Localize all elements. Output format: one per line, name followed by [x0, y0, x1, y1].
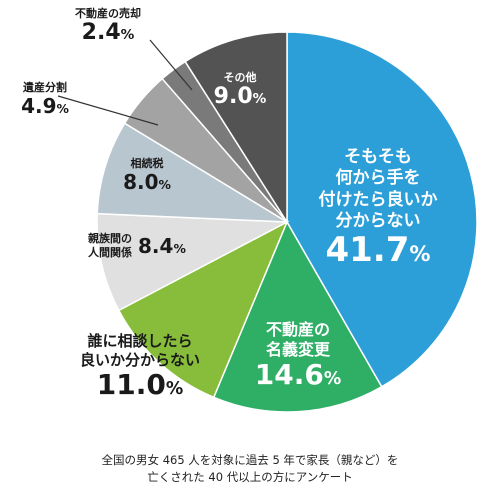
pie-slice-other [184, 31, 288, 225]
slice-name-unknown-where-to-start: そもそも 何から手を 付けたら良いか 分からない [303, 147, 453, 232]
slice-name-family-relations: 親族間の 人間関係 [88, 232, 132, 260]
slice-name-line: 不動産の [265, 319, 330, 339]
slice-name-line: そもそも [344, 147, 412, 167]
slice-value-unit: % [158, 176, 171, 192]
pie-slice-unknown-whom-to-consult [117, 220, 289, 399]
pie-slice-family-relations [96, 212, 290, 312]
slice-name-line: 名義変更 [265, 339, 330, 359]
slice-name-estate-division: 遺産分割 [5, 81, 85, 95]
slice-value-number: 4.9 [21, 93, 57, 118]
slice-name-line: 遺産分割 [23, 81, 67, 94]
slice-value-unknown-whom-to-consult: 11.0% [60, 367, 220, 401]
slice-value-number: 8.4 [138, 233, 174, 258]
slice-value-unit: % [409, 241, 431, 266]
slice-name-other: その他 [200, 71, 280, 85]
pie-slice-inheritance-tax [96, 122, 288, 223]
slice-value-real-estate-sale: 2.4% [48, 19, 168, 45]
slice-value-number: 11.0 [96, 367, 166, 401]
slice-label-estate-division: 遺産分割 4.9% [5, 81, 85, 117]
slice-value-unit: % [56, 100, 69, 116]
slice-name-line: 何から手を [335, 168, 421, 189]
slice-value-number: 2.4 [81, 19, 121, 45]
slice-name-line: 不動産の売却 [75, 7, 141, 20]
slice-value-unit: % [120, 26, 135, 43]
slice-name-line: 相続税 [130, 157, 164, 170]
slice-value-unit: % [252, 90, 267, 107]
slice-label-family-relations: 親族間の 人間関係 8.4% [88, 232, 238, 260]
slice-value-number: 9.0 [213, 83, 253, 109]
slice-value-unit: % [165, 378, 184, 399]
slice-value-unknown-where-to-start: 41.7% [303, 230, 453, 270]
slice-label-unknown-where-to-start: そもそも 何から手を 付けたら良いか 分からない 41.7% [303, 147, 453, 269]
footnote-line-2: 亡くされた 40 代以上の方にアンケート [147, 470, 353, 484]
slice-name-line: 良いか分からない [79, 350, 200, 369]
slice-value-number: 41.7 [325, 230, 410, 270]
slice-value-unit: % [173, 240, 186, 256]
slice-name-real-estate-sale: 不動産の売却 [48, 7, 168, 21]
pie-slice-real-estate-title-transfer [212, 220, 383, 413]
slice-value-other: 9.0% [200, 83, 280, 109]
slice-name-line: 誰に相談したら [87, 332, 193, 350]
footnote-line-1: 全国の男女 465 人を対象に過去 5 年で家長（親など）を [101, 453, 399, 467]
slice-name-line: 付けたら良いか [318, 189, 438, 210]
slice-name-line: 人間関係 [88, 245, 132, 259]
slice-label-real-estate-title-transfer: 不動産の 名義変更 14.6% [243, 320, 353, 391]
slice-value-family-relations: 8.4% [138, 235, 186, 257]
slice-value-estate-division: 4.9% [5, 95, 85, 117]
slice-name-unknown-whom-to-consult: 誰に相談したら 良いか分からない [60, 332, 220, 370]
slice-name-line: 分からない [335, 210, 421, 231]
leader-line-real-estate-sale [149, 39, 193, 91]
slice-label-other: その他 9.0% [200, 71, 280, 109]
slice-name-real-estate-title-transfer: 不動産の 名義変更 [243, 320, 353, 360]
slice-value-inheritance-tax: 8.0% [107, 171, 187, 193]
slice-label-inheritance-tax: 相続税 8.0% [107, 157, 187, 193]
slice-value-number: 14.6 [254, 357, 324, 391]
leader-line-estate-division [57, 95, 159, 126]
slice-value-number: 8.0 [123, 169, 159, 194]
slice-name-line: 親族間の [88, 232, 132, 245]
slice-name-inheritance-tax: 相続税 [107, 157, 187, 171]
pie-slice-unknown-where-to-start [286, 31, 478, 388]
slice-label-real-estate-sale: 不動産の売却 2.4% [48, 7, 168, 45]
slice-label-unknown-whom-to-consult: 誰に相談したら 良いか分からない 11.0% [60, 332, 220, 400]
slice-value-unit: % [323, 368, 342, 389]
footnote: 全国の男女 465 人を対象に過去 5 年で家長（親など）を 亡くされた 40 … [0, 452, 500, 486]
slice-value-real-estate-title-transfer: 14.6% [243, 357, 353, 391]
slice-name-line: その他 [223, 71, 257, 84]
